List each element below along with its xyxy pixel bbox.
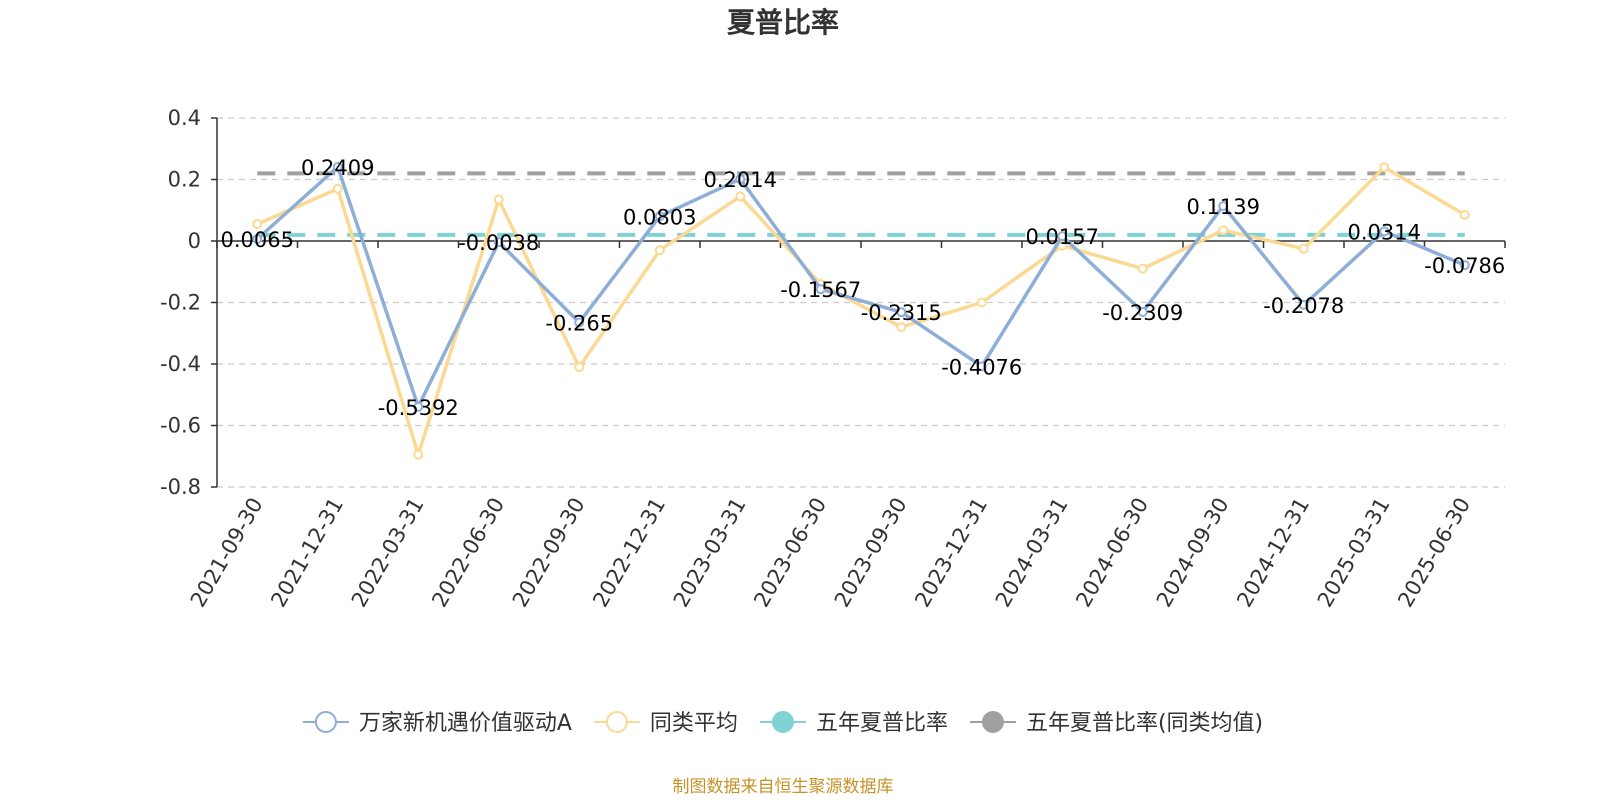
x-tick-label: 2024-12-31 [1232, 494, 1314, 612]
x-tick-label: 2023-03-31 [669, 494, 751, 612]
data-point[interactable] [1137, 307, 1148, 318]
data-point[interactable] [574, 317, 585, 328]
data-point[interactable] [976, 297, 987, 308]
data-point[interactable] [1218, 200, 1229, 211]
data-point[interactable] [1459, 209, 1470, 220]
legend-item[interactable]: 五年夏普比率 [759, 711, 948, 736]
y-tick-label: -0.6 [160, 414, 201, 438]
y-tick-label: 0.2 [168, 168, 201, 192]
data-label: 0.2014 [704, 168, 777, 192]
data-label: 0.0314 [1348, 220, 1421, 244]
legend-item[interactable]: 万家新机遇价值驱动A [302, 711, 572, 736]
legend-label: 五年夏普比率(同类均值) [1026, 711, 1263, 736]
data-point[interactable] [413, 449, 424, 460]
y-tick-label: -0.4 [160, 352, 201, 376]
x-tick-label: 2021-09-30 [186, 494, 268, 612]
x-tick-label: 2021-12-31 [266, 494, 348, 612]
data-point[interactable] [332, 161, 343, 172]
legend-marker-icon [771, 711, 794, 733]
series-line [256, 165, 1466, 409]
data-point[interactable] [574, 362, 585, 373]
axes: 0.4 0.2 0 -0.2 -0.4 -0.6 -0.82021-09-302021-12… [160, 106, 1506, 612]
series-lines [252, 161, 1470, 460]
data-labels: 0.0065 0.2409 -0.5392 -0.0038 -0.265 0.0803 0.… [221, 156, 1506, 420]
x-tick-label: 2024-06-30 [1071, 494, 1153, 612]
data-point[interactable] [252, 234, 263, 245]
data-point[interactable] [1137, 263, 1148, 274]
legend-label: 同类平均 [650, 711, 738, 736]
data-point[interactable] [896, 322, 907, 333]
data-label: 0.2409 [301, 156, 374, 180]
data-point[interactable] [1298, 299, 1309, 310]
legend-label: 万家新机遇价值驱动A [359, 711, 572, 736]
y-tick-label: -0.8 [160, 475, 201, 499]
x-tick-label: 2025-03-31 [1313, 494, 1395, 612]
legend-item[interactable]: 同类平均 [593, 711, 738, 736]
data-label: -0.4076 [941, 355, 1022, 379]
y-tick-label: 0 [188, 229, 201, 253]
data-label: -0.2078 [1263, 294, 1344, 318]
data-label: 0.0065 [221, 228, 294, 252]
x-tick-label: 2023-12-31 [910, 494, 992, 612]
data-point[interactable] [1379, 162, 1390, 173]
data-point[interactable] [976, 361, 987, 372]
data-point[interactable] [654, 211, 665, 222]
data-point[interactable] [1459, 260, 1470, 271]
source-note: 制图数据来自恒生聚源数据库 [673, 777, 894, 797]
x-tick-label: 2022-03-31 [347, 494, 429, 612]
y-tick-label: 0.4 [168, 106, 201, 130]
data-label: -0.0038 [458, 231, 539, 255]
data-label: -0.5392 [378, 396, 459, 420]
legend-marker-icon [314, 711, 337, 733]
x-tick-label: 2024-09-30 [1152, 494, 1234, 612]
data-point[interactable] [735, 174, 746, 185]
legend-item[interactable]: 五年夏普比率(同类均值) [969, 711, 1263, 736]
data-point[interactable] [1218, 225, 1229, 236]
data-point[interactable] [493, 237, 504, 248]
data-label: -0.265 [545, 311, 613, 335]
data-label: -0.1567 [780, 278, 861, 302]
legend-marker-icon [605, 711, 628, 733]
data-label: -0.2315 [861, 301, 942, 325]
x-tick-label: 2025-06-30 [1393, 494, 1475, 612]
x-tick-label: 2023-06-30 [749, 494, 831, 612]
data-label: 0.1139 [1187, 195, 1260, 219]
legend-marker-icon [981, 711, 1004, 733]
legend[interactable]: 万家新机遇价值驱动A 同类平均 五年夏普比率 五年夏普比率(同类均值) [302, 711, 1263, 736]
data-point[interactable] [1379, 226, 1390, 237]
data-point[interactable] [654, 245, 665, 256]
data-label: 0.0803 [623, 205, 696, 229]
data-point[interactable] [332, 183, 343, 194]
data-point[interactable] [1057, 231, 1068, 242]
data-label: 0.0157 [1026, 225, 1099, 249]
data-label: -0.0786 [1424, 254, 1505, 278]
chart-title: 夏普比率 [727, 6, 839, 39]
data-point[interactable] [252, 219, 263, 230]
x-tick-label: 2023-09-30 [830, 494, 912, 612]
data-point[interactable] [735, 191, 746, 202]
data-point[interactable] [1298, 243, 1309, 254]
data-point[interactable] [815, 284, 826, 295]
x-tick-label: 2022-06-30 [427, 494, 509, 612]
data-label: -0.2309 [1102, 301, 1183, 325]
data-point[interactable] [413, 401, 424, 412]
data-point[interactable] [896, 307, 907, 318]
x-tick-label: 2022-09-30 [508, 494, 590, 612]
x-tick-label: 2024-03-31 [991, 494, 1073, 612]
y-tick-label: -0.2 [160, 291, 201, 315]
x-tick-label: 2022-12-31 [588, 494, 670, 612]
reference-lines [257, 171, 1465, 237]
legend-label: 五年夏普比率 [816, 711, 948, 736]
data-point[interactable] [493, 194, 504, 205]
